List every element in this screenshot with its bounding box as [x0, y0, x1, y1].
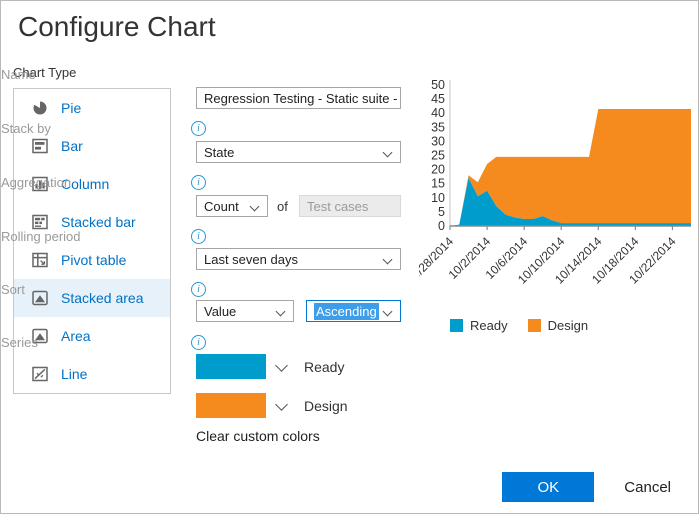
- chevron-down-icon: [382, 306, 393, 317]
- chart-type-item-area[interactable]: Area: [14, 317, 170, 355]
- sort-field-select[interactable]: Value: [196, 300, 294, 322]
- svg-text:40: 40: [431, 106, 445, 120]
- svg-text:5: 5: [438, 205, 445, 219]
- chart-type-item-pie[interactable]: Pie: [14, 89, 170, 127]
- chart-type-item-column[interactable]: Column: [14, 165, 170, 203]
- legend-swatch-design: [527, 319, 541, 332]
- info-icon[interactable]: i: [191, 175, 206, 190]
- aggregation-field-input: Test cases: [299, 195, 401, 217]
- legend-swatch-ready: [450, 319, 463, 332]
- name-label: Name: [1, 67, 36, 82]
- chevron-down-icon[interactable]: [277, 400, 289, 412]
- dialog-title: Configure Chart: [18, 11, 216, 42]
- chart-type-item-bar[interactable]: Bar: [14, 127, 170, 165]
- chart-type-label: Area: [61, 328, 91, 344]
- chart-legend: Ready Design: [450, 318, 588, 333]
- chart-type-label: Bar: [61, 138, 83, 154]
- chart-type-label: Pivot table: [61, 252, 127, 268]
- chevron-down-icon: [249, 201, 260, 212]
- chart-preview: 051015202530354045509/28/201410/2/201410…: [419, 78, 691, 287]
- svg-text:30: 30: [431, 134, 445, 148]
- chart-type-item-pivot-table[interactable]: Pivot table: [14, 241, 170, 279]
- of-label: of: [277, 199, 288, 214]
- series-color-swatch-ready[interactable]: [196, 354, 266, 379]
- clear-custom-colors-link[interactable]: Clear custom colors: [196, 428, 320, 444]
- chart-type-item-line[interactable]: Line: [14, 355, 170, 393]
- svg-text:0: 0: [438, 219, 445, 233]
- info-icon[interactable]: i: [191, 335, 206, 350]
- stacked-area-chart-icon: [32, 290, 48, 306]
- sort-label: Sort: [1, 282, 25, 297]
- chart-type-label: Stacked area: [61, 290, 144, 306]
- chart-type-label: Pie: [61, 100, 82, 116]
- rolling-period-label: Rolling period: [1, 229, 81, 244]
- info-icon[interactable]: i: [191, 229, 206, 244]
- chart-type-list: Pie Bar Column Stacked bar Pivot table: [13, 88, 171, 394]
- cancel-button[interactable]: Cancel: [624, 478, 671, 496]
- svg-text:45: 45: [431, 92, 445, 106]
- series-name-design: Design: [304, 398, 348, 414]
- stack-by-label: Stack by: [1, 121, 51, 136]
- chart-type-label: Line: [61, 366, 88, 382]
- chevron-down-icon[interactable]: [277, 361, 289, 373]
- pie-chart-icon: [32, 100, 48, 116]
- chart-type-label: Stacked bar: [61, 214, 136, 230]
- legend-item-ready: Ready: [450, 318, 508, 333]
- info-icon[interactable]: i: [191, 121, 206, 136]
- chart-type-heading: Chart Type: [13, 65, 77, 80]
- area-chart-icon: [32, 328, 48, 344]
- chart-type-item-stacked-bar[interactable]: Stacked bar: [14, 203, 170, 241]
- aggregation-label: Aggregation: [1, 175, 72, 190]
- stacked-bar-chart-icon: [32, 214, 48, 230]
- svg-text:10: 10: [431, 191, 445, 205]
- sort-direction-select[interactable]: Ascending: [306, 300, 401, 322]
- chevron-down-icon: [382, 147, 393, 158]
- chart-name-input[interactable]: Regression Testing - Static suite - Ch: [196, 87, 401, 109]
- chart-type-label: Column: [61, 176, 110, 192]
- svg-text:25: 25: [431, 149, 445, 163]
- legend-item-design: Design: [527, 318, 588, 333]
- series-color-swatch-design[interactable]: [196, 393, 266, 418]
- line-chart-icon: [32, 366, 48, 382]
- info-icon[interactable]: i: [191, 282, 206, 297]
- svg-text:35: 35: [431, 120, 445, 134]
- svg-text:15: 15: [431, 177, 445, 191]
- series-name-ready: Ready: [304, 359, 345, 375]
- stack-by-select[interactable]: State: [196, 141, 401, 163]
- column-chart-icon: [32, 176, 48, 192]
- chevron-down-icon: [275, 306, 286, 317]
- ok-button[interactable]: OK: [502, 472, 595, 502]
- chevron-down-icon: [382, 254, 393, 265]
- svg-text:50: 50: [431, 78, 445, 92]
- rolling-period-select[interactable]: Last seven days: [196, 248, 401, 270]
- bar-chart-icon: [32, 138, 48, 154]
- chart-type-item-stacked-area[interactable]: Stacked area: [14, 279, 170, 317]
- aggregation-select[interactable]: Count: [196, 195, 268, 217]
- pivot-table-icon: [32, 252, 48, 268]
- svg-text:20: 20: [431, 163, 445, 177]
- series-label: Series: [1, 335, 38, 350]
